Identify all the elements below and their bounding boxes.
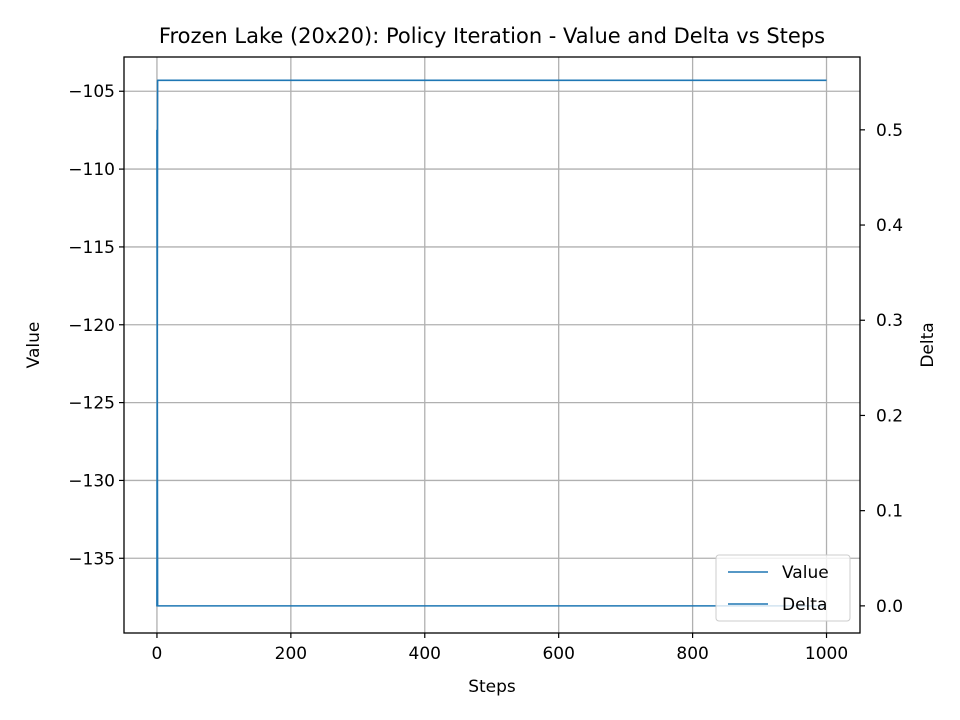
- y-tick-label: −125: [68, 394, 115, 414]
- y2-tick-label: 0.0: [876, 597, 903, 617]
- y-axis-label: Value: [24, 322, 44, 369]
- x-tick-label: 800: [676, 644, 708, 664]
- y-tick-label: −130: [68, 471, 115, 491]
- y-tick-label: −105: [68, 82, 115, 102]
- y-tick-label: −120: [68, 316, 115, 336]
- y2-tick-label: 0.4: [876, 216, 903, 236]
- y-tick-label: −135: [68, 549, 115, 569]
- x-tick-label: 600: [542, 644, 574, 664]
- series-line-delta: [156, 129, 827, 607]
- y2-axis-label: Delta: [918, 322, 938, 367]
- x-tick-label: 0: [152, 644, 163, 664]
- legend: Value Delta: [715, 554, 851, 622]
- y2-tick-label: 0.3: [876, 311, 903, 331]
- legend-label: Value: [782, 563, 829, 583]
- y-tick-label: −110: [68, 160, 115, 180]
- y-axis-left: −105 −110 −115 −120 −125 −130 −135: [68, 82, 124, 569]
- legend-label: Delta: [782, 595, 827, 615]
- y2-tick-label: 0.5: [876, 121, 903, 141]
- y2-tick-label: 0.1: [876, 502, 903, 522]
- plot-series: [156, 79, 827, 607]
- y2-tick-label: 0.2: [876, 406, 903, 426]
- y-axis-right: 0.0 0.1 0.2 0.3 0.4 0.5: [860, 121, 903, 617]
- x-axis: 0 200 400 600 800 1000: [152, 633, 848, 664]
- x-axis-label: Steps: [468, 677, 516, 697]
- plot-frame: [123, 56, 861, 634]
- x-tick-label: 400: [409, 644, 441, 664]
- x-tick-label: 200: [275, 644, 307, 664]
- chart-title: Frozen Lake (20x20): Policy Iteration - …: [159, 24, 825, 48]
- y-tick-label: −115: [68, 238, 115, 258]
- grid: [124, 57, 860, 633]
- x-tick-label: 1000: [805, 644, 848, 664]
